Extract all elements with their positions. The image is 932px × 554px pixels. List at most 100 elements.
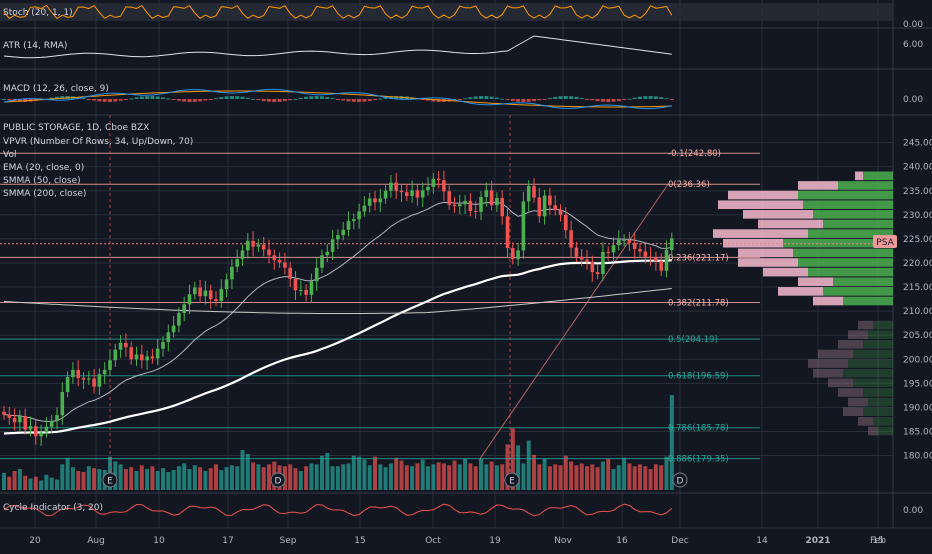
smma200-legend[interactable]: SMMA (200, close) bbox=[3, 189, 86, 199]
macd-histogram-bar bbox=[282, 99, 287, 102]
macd-histogram-bar bbox=[600, 99, 605, 102]
macd-histogram-bar bbox=[203, 99, 208, 101]
macd-histogram-bar bbox=[516, 99, 521, 102]
volume-bar bbox=[457, 464, 462, 490]
volume-bar bbox=[373, 456, 377, 490]
candle-body bbox=[124, 342, 128, 348]
macd-histogram-bar bbox=[463, 98, 468, 100]
volume-bar bbox=[479, 458, 483, 490]
macd-histogram-bar bbox=[81, 98, 86, 100]
vpvr-down-bar bbox=[818, 349, 853, 359]
volume-bar bbox=[341, 464, 346, 490]
vol-legend[interactable]: Vol bbox=[3, 150, 16, 160]
smma50-legend[interactable]: SMMA (50, close) bbox=[3, 176, 81, 186]
vpvr-up-bar bbox=[843, 296, 893, 306]
candle-body bbox=[235, 259, 239, 267]
candle-body bbox=[224, 279, 229, 289]
candle-body bbox=[622, 239, 626, 241]
volume-bar bbox=[49, 477, 54, 490]
macd-histogram-bar bbox=[616, 99, 621, 101]
vpvr-down-bar bbox=[813, 296, 843, 306]
macd-histogram-bar bbox=[521, 99, 526, 102]
candle-body bbox=[436, 178, 441, 181]
volume-bar bbox=[198, 467, 203, 490]
vpvr-legend[interactable]: VPVR (Number Of Rows, 34, Up/Down, 70) bbox=[3, 137, 193, 147]
candle-body bbox=[240, 250, 245, 260]
candle-body bbox=[2, 411, 6, 415]
macd-legend[interactable]: MACD (12, 26, close, 9) bbox=[3, 84, 109, 94]
macd-histogram-bar bbox=[547, 97, 552, 99]
symbol-tag[interactable]: PSA bbox=[873, 235, 897, 248]
volume-bar bbox=[17, 469, 22, 490]
macd-histogram-bar bbox=[309, 96, 314, 99]
candle-body bbox=[579, 256, 584, 260]
macd-histogram-bar bbox=[367, 99, 372, 101]
volume-bar bbox=[399, 460, 404, 490]
vpvr-down-bar bbox=[838, 340, 863, 349]
vpvr-up-bar bbox=[798, 258, 893, 267]
time-tick-label: 17 bbox=[222, 536, 233, 546]
candle-body bbox=[489, 190, 494, 206]
volume-bar bbox=[39, 480, 44, 490]
vpvr-up-bar bbox=[853, 349, 893, 359]
volume-bar bbox=[585, 466, 589, 490]
volume-layer bbox=[2, 395, 674, 490]
fib-layer: -0.1(242.80) 0(236.36) 0.236(221.17) 0.382(… bbox=[0, 115, 893, 480]
candle-body bbox=[166, 332, 171, 342]
volume-bar bbox=[595, 467, 600, 490]
candle-body bbox=[102, 369, 107, 375]
vpvr-up-bar bbox=[873, 320, 893, 330]
macd-histogram-bar bbox=[192, 99, 197, 102]
macd-histogram-bar bbox=[330, 98, 335, 100]
candle-body bbox=[564, 214, 568, 231]
volume-bar bbox=[245, 453, 250, 490]
macd-histogram-bar bbox=[208, 99, 213, 100]
volume-bar bbox=[410, 466, 415, 490]
macd-histogram-bar bbox=[510, 99, 515, 101]
candle-body bbox=[12, 418, 17, 423]
macd-histogram-bar bbox=[362, 99, 367, 102]
candle-body bbox=[378, 198, 383, 203]
macd-histogram-bar bbox=[569, 96, 574, 99]
vpvr-up-bar bbox=[833, 277, 893, 287]
candle-body bbox=[638, 249, 642, 252]
volume-bar bbox=[208, 468, 213, 490]
candle-body bbox=[55, 415, 59, 421]
vpvr-down-bar bbox=[855, 171, 863, 181]
volume-bar bbox=[563, 455, 568, 490]
atr-legend[interactable]: ATR (14, RMA) bbox=[3, 41, 67, 51]
smma200-line bbox=[3, 288, 672, 314]
macd-histogram-bar bbox=[224, 96, 229, 99]
symbol-legend[interactable]: PUBLIC STORAGE, 1D, Cboe BZX bbox=[3, 123, 149, 133]
macd-histogram-bar bbox=[55, 96, 59, 99]
macd-histogram-bar bbox=[532, 99, 536, 102]
ema-legend[interactable]: EMA (20, close, 0) bbox=[3, 163, 84, 173]
candle-body bbox=[177, 313, 181, 326]
volume-bar bbox=[346, 463, 351, 490]
fib-level-label: 0.382(211.78) bbox=[668, 299, 729, 309]
candle-body bbox=[500, 197, 504, 217]
volume-bar bbox=[44, 474, 49, 490]
time-tick-label: 2021 bbox=[805, 536, 830, 546]
candle-body bbox=[108, 360, 112, 370]
macd-histogram-bar bbox=[261, 99, 266, 102]
volume-bar bbox=[150, 466, 155, 490]
candle-body bbox=[442, 180, 446, 192]
macd-histogram-bar bbox=[611, 99, 616, 102]
volume-bar bbox=[600, 461, 605, 490]
volume-bar bbox=[325, 452, 330, 490]
macd-histogram-bar bbox=[537, 99, 542, 101]
cycle-legend[interactable]: Cycle Indicator (3, 20) bbox=[3, 503, 103, 513]
macd-histogram-bar bbox=[256, 99, 261, 101]
volume-bar bbox=[664, 456, 669, 490]
macd-histogram-bar bbox=[479, 96, 483, 99]
candle-body bbox=[473, 210, 478, 212]
candle-body bbox=[532, 185, 536, 198]
volume-bar bbox=[542, 458, 547, 490]
volume-bar bbox=[60, 464, 65, 490]
event-marker-label: E bbox=[509, 477, 515, 487]
stoch-legend[interactable]: Stoch (20, 1, 1) bbox=[3, 8, 73, 18]
volume-bar bbox=[70, 467, 75, 490]
